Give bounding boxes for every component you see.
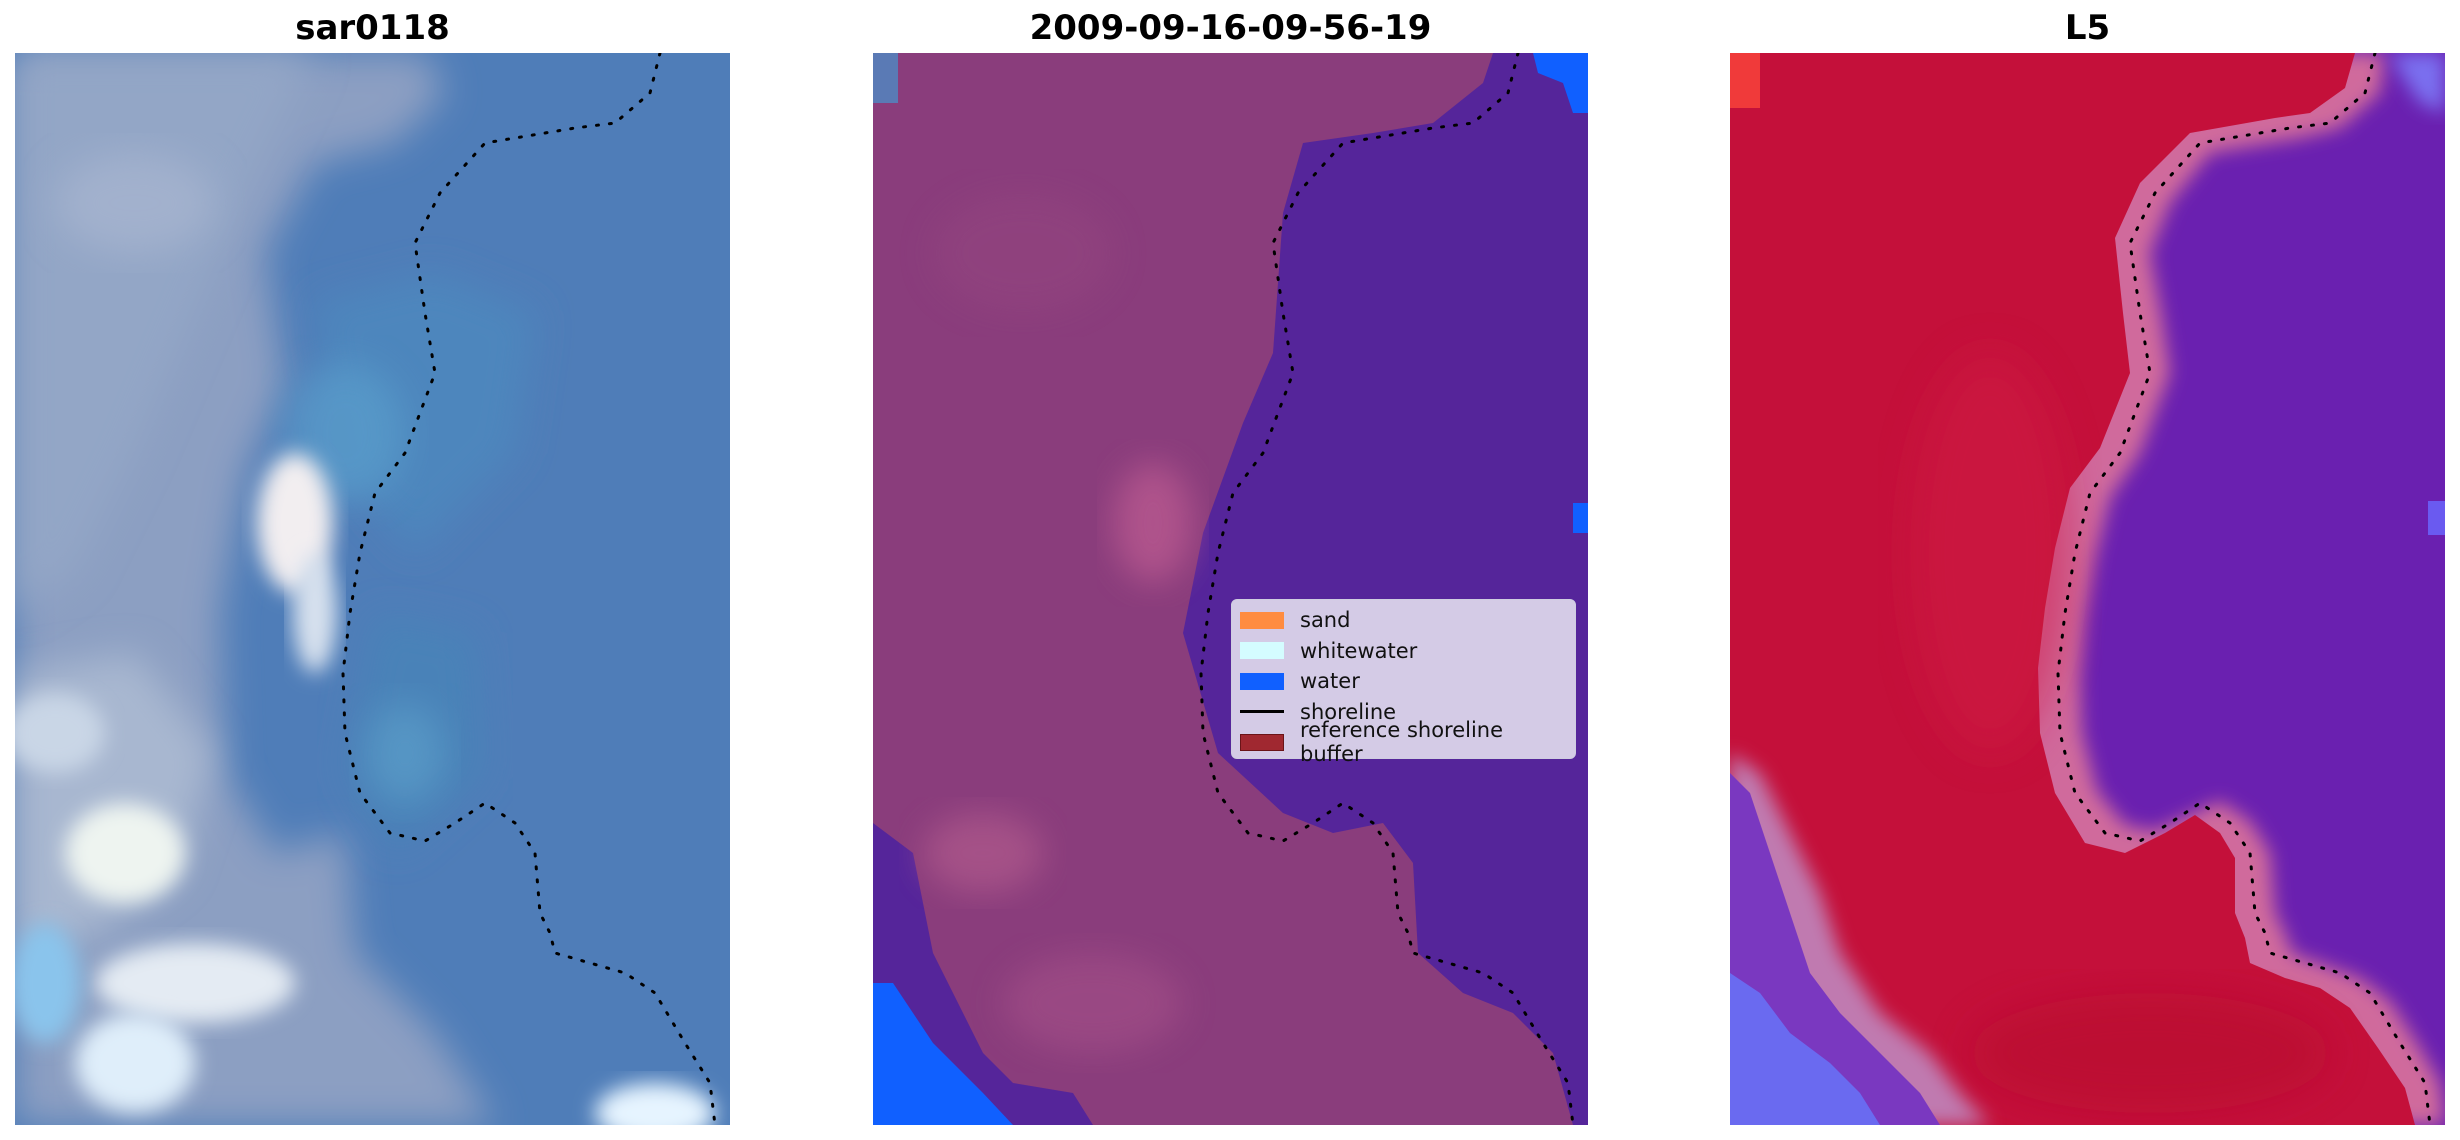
legend-item-sand: sand [1240,605,1567,636]
legend-label-whitewater: whitewater [1300,638,1418,663]
legend-label-reference-buffer: reference shoreline buffer [1300,718,1504,767]
shoreline-rgb [341,53,717,1125]
legend-swatch-sand [1240,611,1284,629]
panel-title-index: L5 [2064,8,2111,48]
rgb-image [15,53,730,1125]
legend-swatch-reference-buffer [1240,733,1284,751]
legend-swatch-water [1240,672,1284,690]
legend: sand whitewater water shoreline referenc… [1231,599,1576,766]
legend-item-water: water [1240,666,1567,697]
legend-swatch-whitewater [1240,642,1284,660]
legend-label-shoreline: shoreline [1300,699,1397,724]
classified-image [873,53,1588,1125]
index-image-panel [1730,53,2445,1125]
legend-label-sand: sand [1300,608,1351,633]
rgb-image-panel [15,53,730,1125]
shoreline-classified [1199,53,1575,1125]
legend-item-shoreline: shoreline [1240,697,1567,728]
panel-title-classified: 2009-09-16-09-56-19 [1029,8,1432,48]
legend-label-water: water [1300,669,1360,694]
legend-item-reference-buffer: reference shoreline buffer [1240,718,1567,766]
panel-title-rgb: sar0118 [295,8,450,48]
index-image [1730,53,2445,1125]
shoreline-index [2056,53,2432,1125]
legend-item-whitewater: whitewater [1240,636,1567,667]
classified-image-panel [873,53,1588,1125]
legend-line-shoreline [1240,710,1284,714]
